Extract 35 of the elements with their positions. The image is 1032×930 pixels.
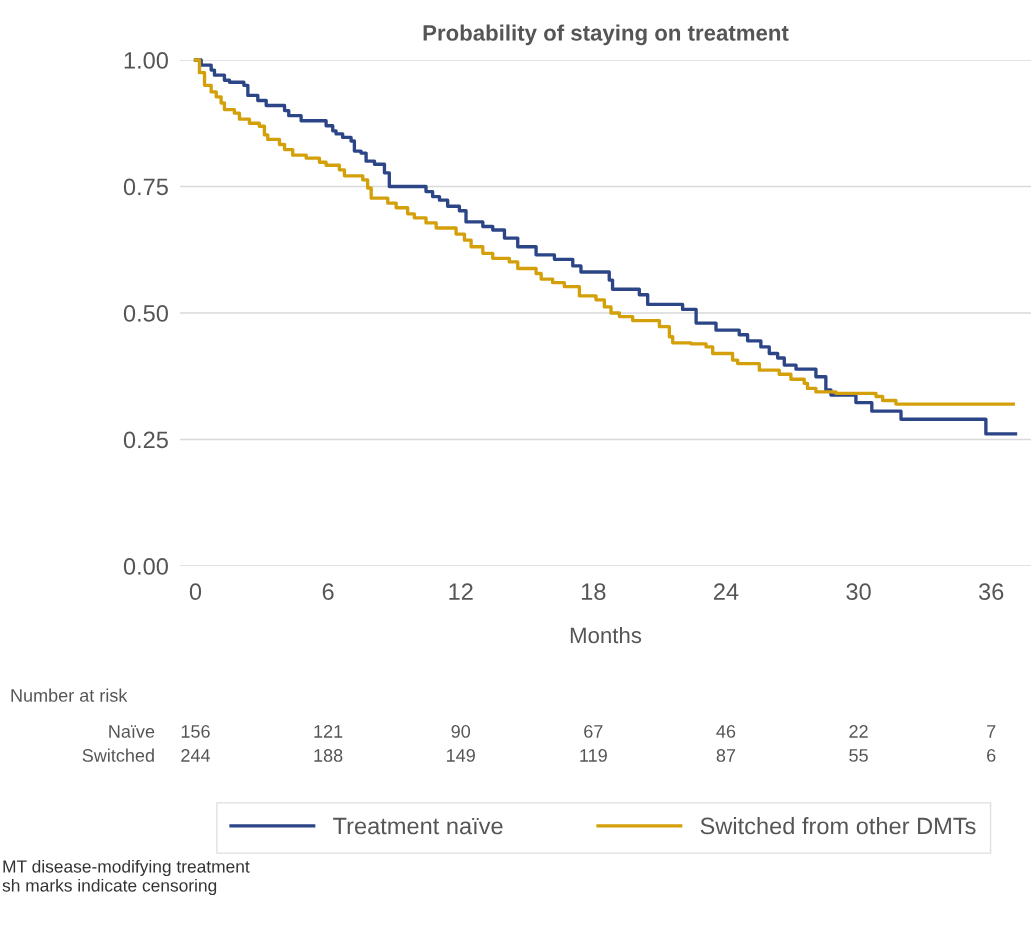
- y-tick-label: 0.50: [123, 305, 168, 322]
- text: 90: [451, 725, 471, 738]
- legend-label: Treatment naïve: [333, 817, 503, 835]
- text: 22: [849, 725, 868, 738]
- text: 121: [314, 725, 343, 738]
- text: 7: [987, 725, 996, 738]
- text: 188: [314, 749, 343, 762]
- text: Number at risk: [11, 688, 128, 702]
- text: 46: [716, 725, 736, 738]
- x-tick-label: 18: [582, 583, 606, 601]
- y-tick-label: 1.00: [124, 52, 168, 69]
- y-tick-label: 0.25: [123, 431, 168, 449]
- x-axis-title: Months: [570, 626, 642, 644]
- x-tick-label: 36: [978, 583, 1004, 601]
- text: 6: [987, 749, 996, 762]
- x-tick-label: 6: [322, 583, 334, 601]
- text: 244: [181, 749, 211, 762]
- chart-title: Probability of staying on treatment: [423, 24, 789, 46]
- text: 149: [447, 749, 475, 762]
- x-tick-label: 12: [449, 583, 473, 600]
- text: MT disease-modifying treatment: [3, 859, 250, 877]
- text: 87: [716, 749, 736, 762]
- x-tick-label: 30: [846, 583, 871, 601]
- text: 55: [849, 749, 868, 762]
- text: sh marks indicate censoring: [2, 878, 217, 896]
- x-tick-label: 0: [189, 583, 202, 601]
- text: Switched: [82, 748, 154, 762]
- text: 156: [181, 725, 210, 738]
- y-tick-label: 0.75: [123, 178, 168, 196]
- y-tick-label: 0.00: [123, 558, 168, 575]
- text: 67: [584, 725, 603, 738]
- text: Naïve: [109, 725, 155, 738]
- text: 119: [580, 749, 607, 762]
- legend-label: Switched from other DMTs: [700, 816, 976, 835]
- x-tick-label: 24: [714, 583, 739, 600]
